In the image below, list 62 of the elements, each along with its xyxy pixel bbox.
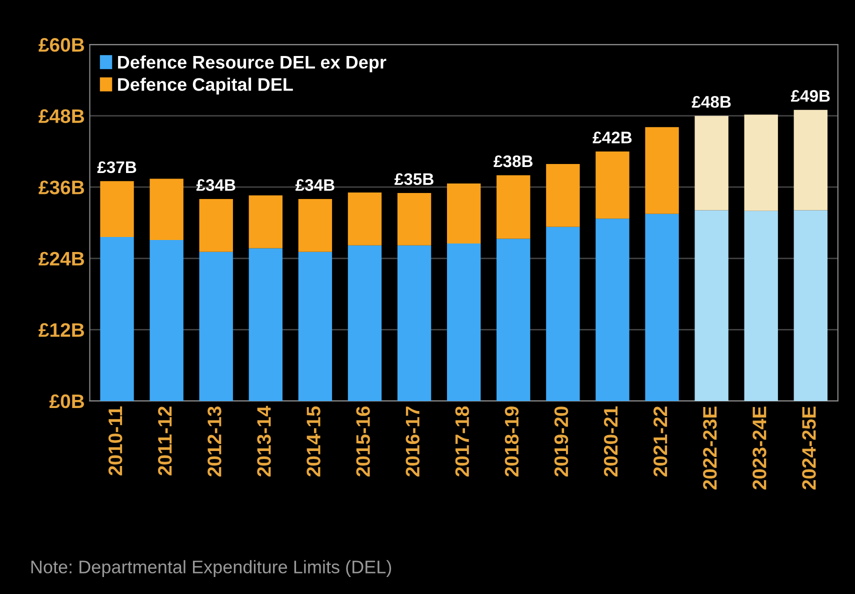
total-label: £34B — [295, 179, 334, 191]
y-tick-label: £48B — [38, 109, 84, 124]
bar — [546, 226, 580, 401]
y-tick-label: £24B — [38, 252, 84, 266]
bar — [348, 245, 382, 401]
bar — [199, 252, 233, 401]
bar — [496, 238, 530, 401]
bar — [248, 195, 283, 248]
total-label: £42B — [592, 132, 632, 144]
bar — [596, 218, 630, 401]
y-tick-label: £36B — [38, 180, 84, 194]
x-tick-label: 2017-18 — [455, 406, 470, 476]
text: Note: Departmental Expenditure Limits (DEL) — [31, 560, 392, 577]
legend-label: Defence Capital DEL — [118, 78, 293, 94]
bar — [199, 198, 233, 252]
bar — [744, 210, 778, 401]
bar — [150, 178, 184, 240]
bar — [446, 184, 481, 244]
bar — [446, 244, 481, 401]
bar — [694, 116, 728, 210]
total-label: £38B — [494, 155, 533, 168]
bar — [744, 114, 778, 211]
x-tick-label: 2013-14 — [257, 406, 271, 476]
x-tick-label: 2015-16 — [356, 406, 370, 476]
total-label: £34B — [196, 179, 236, 191]
y-tick-label: £60B — [38, 38, 84, 52]
x-tick-label: 2010-11 — [108, 406, 122, 476]
x-tick-label: 2012-13 — [208, 406, 222, 476]
total-label: £37B — [97, 161, 136, 174]
x-tick-label: 2014-15 — [306, 406, 320, 476]
bar — [645, 214, 679, 401]
x-tick-label: 2018-19 — [504, 406, 519, 476]
bar — [298, 252, 332, 401]
bar — [496, 175, 530, 239]
x-tick-label: 2019-20 — [554, 406, 568, 476]
bar — [100, 237, 134, 401]
x-tick-label: 2023-24E — [752, 406, 766, 490]
bar — [645, 127, 679, 214]
bar — [248, 248, 283, 401]
y-tick-label: £12B — [38, 323, 84, 337]
y-tick-label: £0B — [49, 394, 84, 408]
bar — [794, 210, 828, 401]
x-tick-label: 2011-12 — [158, 406, 172, 476]
x-tick-label: 2024-25E — [802, 406, 816, 490]
bar — [694, 210, 728, 401]
x-tick-label: 2016-17 — [406, 406, 420, 476]
x-tick-label: 2020-21 — [604, 406, 618, 476]
total-label: £49B — [790, 90, 830, 102]
bar — [150, 240, 184, 401]
x-tick-label: 2021-22 — [653, 406, 668, 476]
x-tick-label: 2022-23E — [703, 406, 717, 490]
bar — [596, 151, 630, 219]
bar — [298, 198, 332, 252]
bar — [794, 110, 828, 210]
bar — [397, 245, 432, 401]
total-label: £48B — [692, 96, 731, 108]
legend-label: Defence Resource DEL ex Depr — [118, 55, 386, 72]
bar — [100, 181, 134, 238]
bar — [546, 164, 580, 227]
total-label: £35B — [394, 173, 434, 186]
bar — [397, 193, 432, 246]
bar — [348, 192, 382, 246]
